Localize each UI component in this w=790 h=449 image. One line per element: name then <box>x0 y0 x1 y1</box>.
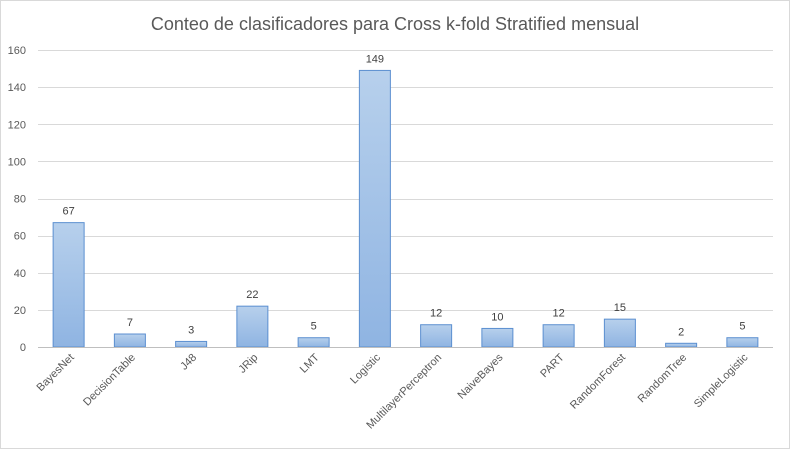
x-tick-label: BayesNet <box>35 352 77 394</box>
x-tick-label: Logistic <box>348 351 383 386</box>
bar-part <box>542 324 575 348</box>
bar-logistic <box>358 69 391 348</box>
y-tick-label: 80 <box>14 194 26 206</box>
value-label: 67 <box>63 206 75 218</box>
y-tick-label: 60 <box>14 231 26 243</box>
x-tick-label: JRip <box>236 352 260 376</box>
x-tick-label: DecisionTable <box>81 352 138 409</box>
x-tick-label: RandomTree <box>636 352 690 406</box>
bar-j48 <box>175 340 208 348</box>
x-tick-label: SimpleLogistic <box>692 351 751 410</box>
value-label: 15 <box>614 302 626 314</box>
x-tick-label: LMT <box>298 351 322 375</box>
x-tick-label: PART <box>538 351 567 380</box>
bar-randomforest <box>603 318 636 348</box>
bars <box>52 69 759 348</box>
y-tick-label: 160 <box>8 45 26 57</box>
value-label: 22 <box>246 289 258 301</box>
x-tick-label: NaiveBayes <box>456 351 506 401</box>
value-label: 12 <box>430 308 442 320</box>
value-labels: 67 7 3 22 5 149 12 10 12 15 2 5 <box>63 53 746 338</box>
bar-lmt <box>297 337 330 348</box>
chart-title: Conteo de clasificadores para Cross k-fo… <box>151 14 639 34</box>
gridlines <box>38 50 773 311</box>
value-label: 7 <box>127 317 133 329</box>
value-label: 2 <box>678 326 684 338</box>
bar-jrip <box>236 305 269 348</box>
bar-simplelogistic <box>726 337 759 348</box>
value-label: 5 <box>739 321 745 333</box>
x-tick-label: J48 <box>178 352 199 373</box>
value-label: 10 <box>491 311 503 323</box>
value-label: 3 <box>188 324 194 336</box>
bar-naivebayes <box>481 327 514 348</box>
y-tick-label: 20 <box>14 305 26 317</box>
y-tick-label: 140 <box>8 82 26 94</box>
bar-randomtree <box>665 342 698 348</box>
value-label: 12 <box>553 308 565 320</box>
x-axis-ticks: BayesNet DecisionTable J48 JRip LMT LogisticM… <box>35 351 751 431</box>
bar-multilayerperceptron <box>420 324 453 348</box>
y-tick-label: 120 <box>8 119 26 131</box>
y-tick-label: 40 <box>14 268 26 280</box>
value-label: 5 <box>311 321 317 333</box>
y-tick-label: 100 <box>8 156 26 168</box>
x-tick-label: RandomForest <box>568 352 628 412</box>
value-label: 149 <box>366 53 384 65</box>
bar-decisiontable <box>113 333 146 348</box>
y-axis-ticks: 0 20 40 60 80 100 120 140 160 <box>8 45 26 354</box>
bar-bayesnet <box>52 222 85 348</box>
y-tick-label: 0 <box>20 342 26 354</box>
